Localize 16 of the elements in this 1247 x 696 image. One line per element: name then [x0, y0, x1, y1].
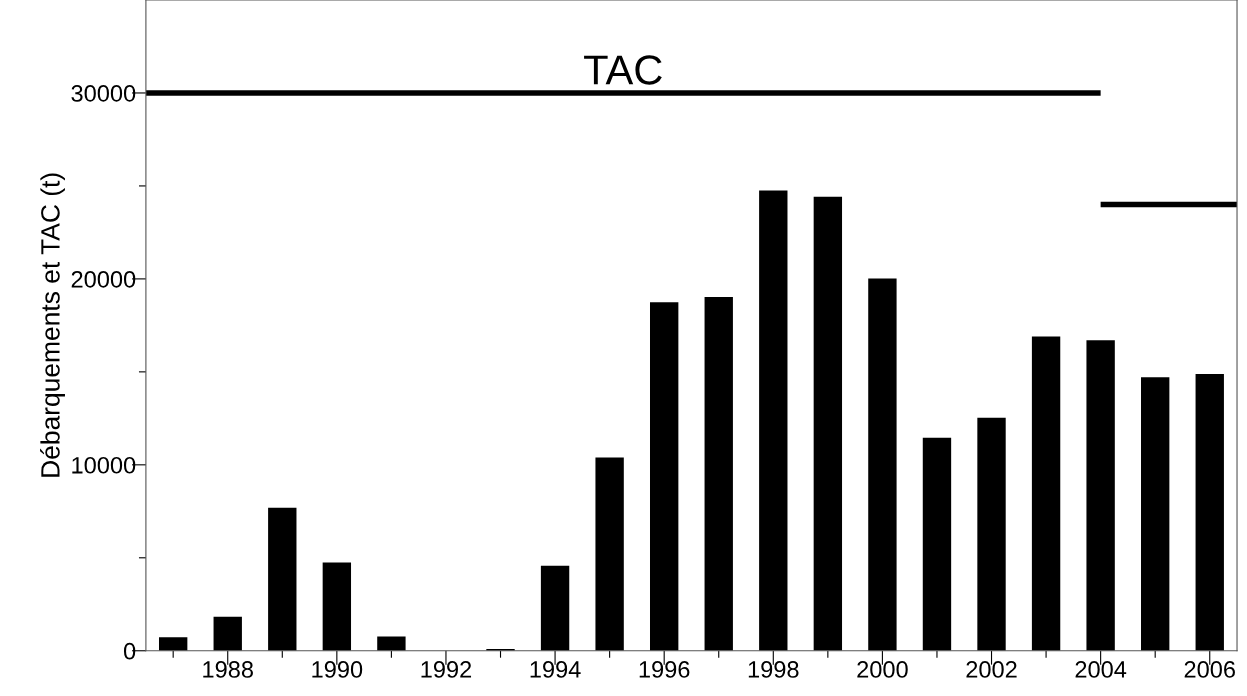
x-tick-label: 1992 [421, 661, 472, 678]
y-tick-label: 20000 [71, 270, 136, 288]
y-tick-label: 30000 [71, 85, 136, 102]
x-tick-label: 2002 [966, 661, 1017, 678]
y-tick-label: 10000 [72, 456, 136, 474]
x-tick-label: 2006 [1184, 661, 1235, 678]
y-axis-title: Débarquements et TAC (t) [40, 173, 65, 477]
x-tick-label: 1990 [312, 661, 363, 678]
y-tick-label: 0 [123, 642, 136, 660]
x-tick-label: 2004 [1075, 661, 1127, 678]
x-tick-label: 1996 [639, 661, 690, 678]
series-label: TAC [584, 55, 662, 85]
x-tick-label: 2000 [857, 661, 908, 678]
x-tick-label: 1994 [530, 661, 581, 678]
x-tick-label: 1988 [203, 661, 253, 678]
x-tick-label: 1998 [748, 661, 799, 678]
